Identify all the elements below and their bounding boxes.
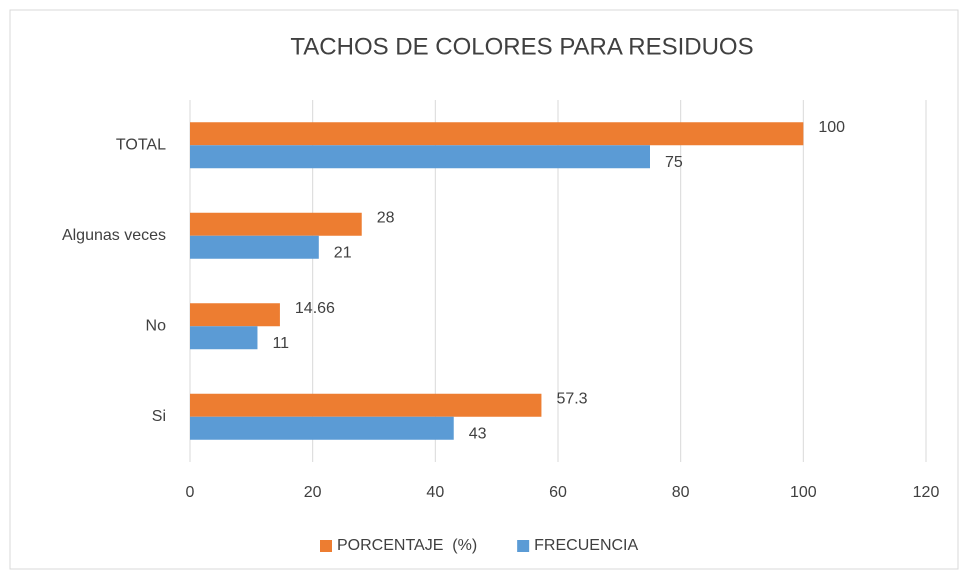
- x-tick-label: 100: [790, 484, 817, 501]
- x-tick-label: 20: [304, 484, 322, 501]
- bar: [190, 122, 804, 146]
- data-label: 28: [377, 209, 395, 226]
- x-tick-label: 120: [913, 484, 940, 501]
- bar: [190, 212, 362, 236]
- bar: [190, 416, 454, 440]
- bar: [190, 393, 542, 417]
- bar: [190, 235, 319, 259]
- data-label: 11: [272, 335, 289, 352]
- data-label: 57.3: [556, 390, 587, 407]
- x-tick-label: 0: [186, 484, 195, 501]
- bar: [190, 145, 650, 169]
- legend-label: FRECUENCIA: [534, 537, 638, 554]
- legend-label: PORCENTAJE (%): [337, 537, 477, 554]
- legend-swatch: [320, 540, 332, 552]
- chart-frame: [9, 9, 959, 570]
- bar: [190, 326, 258, 350]
- x-tick-label: 60: [549, 484, 567, 501]
- x-tick-label: 80: [672, 484, 690, 501]
- y-tick-label: Algunas veces: [62, 227, 166, 244]
- data-label: 14.66: [295, 300, 335, 317]
- bar: [190, 303, 280, 327]
- x-tick-label: 40: [426, 484, 444, 501]
- legend-swatch: [517, 540, 530, 552]
- y-tick-label: No: [146, 317, 167, 334]
- data-label: 100: [818, 119, 845, 136]
- data-label: 43: [469, 425, 487, 442]
- data-label: 21: [334, 244, 352, 261]
- data-label: 75: [665, 154, 683, 171]
- chart-title: TACHOS DE COLORES PARA RESIDUOS: [290, 33, 753, 60]
- y-tick-label: Si: [152, 408, 166, 425]
- y-tick-label: TOTAL: [116, 136, 166, 153]
